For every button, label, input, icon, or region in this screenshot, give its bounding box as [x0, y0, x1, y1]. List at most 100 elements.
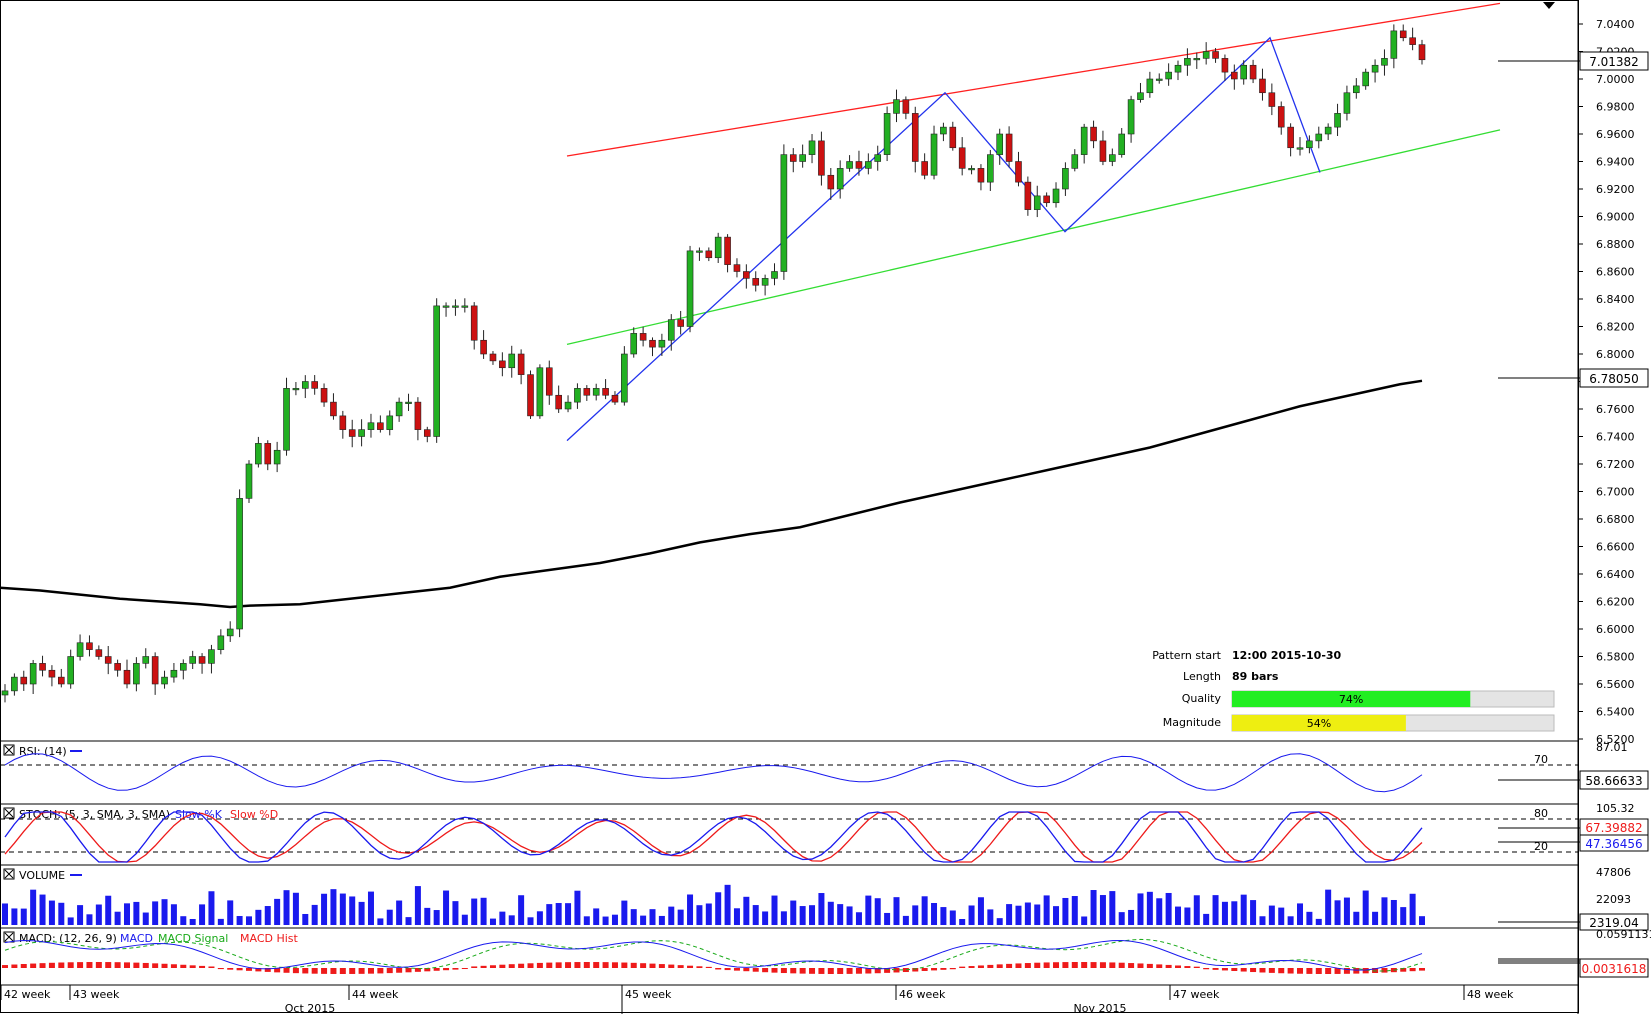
volume-bar: [1128, 909, 1135, 925]
channel-layer: [566, 2, 1501, 346]
macd-hist-bar: [771, 968, 778, 973]
macd-hist-bar: [1306, 968, 1313, 974]
macd-hist-bar: [893, 968, 900, 973]
macd-hist-bar: [762, 968, 769, 973]
volume-bar: [1015, 905, 1022, 925]
candle-body: [883, 113, 891, 155]
volume-bar: [508, 915, 515, 925]
volume-bar: [949, 910, 956, 925]
candle-body: [752, 278, 760, 286]
volume-bar: [58, 902, 65, 925]
macd-top-label: 0.0591131: [1596, 928, 1651, 941]
volume-bar: [959, 918, 966, 925]
macd-hist-bar: [86, 962, 93, 968]
stoch-d-value: 67.39882: [1585, 821, 1642, 835]
price-tick-label: 6.5400: [1596, 706, 1635, 719]
candle-body: [395, 401, 403, 417]
magnitude-text: 54%: [1307, 717, 1331, 730]
volume-bar: [1268, 905, 1275, 925]
macd-hist-bar: [884, 968, 891, 973]
candle-body: [1296, 147, 1304, 150]
pattern-start-label: Pattern start: [1152, 649, 1221, 662]
candle-body: [1090, 126, 1097, 142]
candle-body: [405, 401, 412, 404]
moving-average-layer: [0, 379, 1423, 609]
volume-bar: [471, 898, 478, 925]
volume-bars: [2, 884, 1425, 925]
macd-hist-bar: [1128, 963, 1135, 968]
volume-bar: [1362, 890, 1369, 925]
candle-body: [1353, 85, 1360, 94]
volume-bar: [1409, 893, 1416, 925]
candle-body: [1306, 140, 1313, 149]
time-axis: 42 week 43 week 44 week 45 week 46 week 47 we…: [0, 985, 1514, 1014]
price-tick-label: 6.6000: [1596, 623, 1635, 636]
macd-hist-bar: [827, 968, 834, 974]
macd-hist-bar: [602, 962, 609, 968]
volume-bar: [1034, 904, 1041, 925]
macd-hist-bar: [1231, 968, 1238, 972]
volume-mid-label: 22093: [1596, 893, 1631, 906]
volume-bar: [189, 918, 196, 925]
volume-bar: [133, 901, 140, 925]
length-label: Length: [1183, 670, 1221, 683]
candle-body: [461, 305, 469, 308]
volume-bar: [1118, 912, 1125, 925]
macd-hist-bar: [1193, 966, 1200, 968]
candle-body: [789, 154, 797, 162]
volume-bar: [339, 893, 346, 925]
macd-hist-bar: [724, 968, 731, 971]
macd-legend: MACD: [120, 932, 153, 945]
price-tick-label: 6.6200: [1596, 596, 1635, 609]
macd-hist-bar: [959, 966, 966, 968]
volume-bar: [330, 889, 337, 925]
macd-hist-bar: [837, 968, 844, 974]
macd-hist-bar: [349, 968, 356, 974]
macd-hist-bar: [874, 968, 881, 974]
rsi-line: [4, 753, 1423, 793]
macd-hist-bar: [95, 962, 102, 968]
volume-bar: [170, 904, 177, 925]
close-icon: [4, 869, 14, 879]
volume-bar: [86, 914, 93, 925]
macd-hist-bar: [1259, 968, 1266, 973]
volume-bar: [236, 916, 243, 925]
candle-body: [1202, 51, 1210, 59]
candle-body: [1277, 106, 1285, 128]
macd-hist-bar: [968, 966, 975, 968]
volume-bar: [499, 911, 506, 925]
candle-body: [893, 99, 900, 114]
macd-hist-bar: [536, 962, 543, 968]
candle-body: [930, 133, 938, 176]
volume-bar: [1175, 906, 1182, 925]
close-icon: [4, 808, 14, 818]
volume-bar: [1250, 900, 1257, 925]
macd-hist-bar: [1165, 964, 1172, 968]
candle-body: [301, 381, 309, 389]
volume-bar: [593, 908, 600, 925]
candle-body: [686, 250, 694, 327]
volume-bar: [452, 901, 459, 925]
macd-hist-bar: [180, 964, 187, 968]
volume-bar: [527, 917, 534, 925]
price-tick-label: 6.6600: [1596, 541, 1635, 554]
volume-bar: [583, 916, 590, 925]
candle-body: [189, 656, 196, 664]
macd-hist-bar: [480, 965, 487, 968]
candle-body: [179, 663, 187, 671]
macd-hist-bar: [123, 962, 130, 968]
macd-hist-bar: [855, 968, 862, 974]
macd-hist-bar: [245, 968, 252, 971]
volume-bar: [809, 905, 816, 925]
volume-bar: [105, 895, 112, 925]
volume-bar: [283, 890, 290, 925]
macd-hist-bar: [658, 964, 665, 968]
macd-hist-bar: [630, 962, 637, 968]
macd-hist-bar: [170, 964, 177, 968]
current-price-box: [1579, 51, 1649, 71]
candle-body: [1118, 133, 1126, 155]
candle-body: [1287, 126, 1294, 149]
candle-body: [724, 236, 731, 265]
candle-body: [320, 388, 328, 403]
